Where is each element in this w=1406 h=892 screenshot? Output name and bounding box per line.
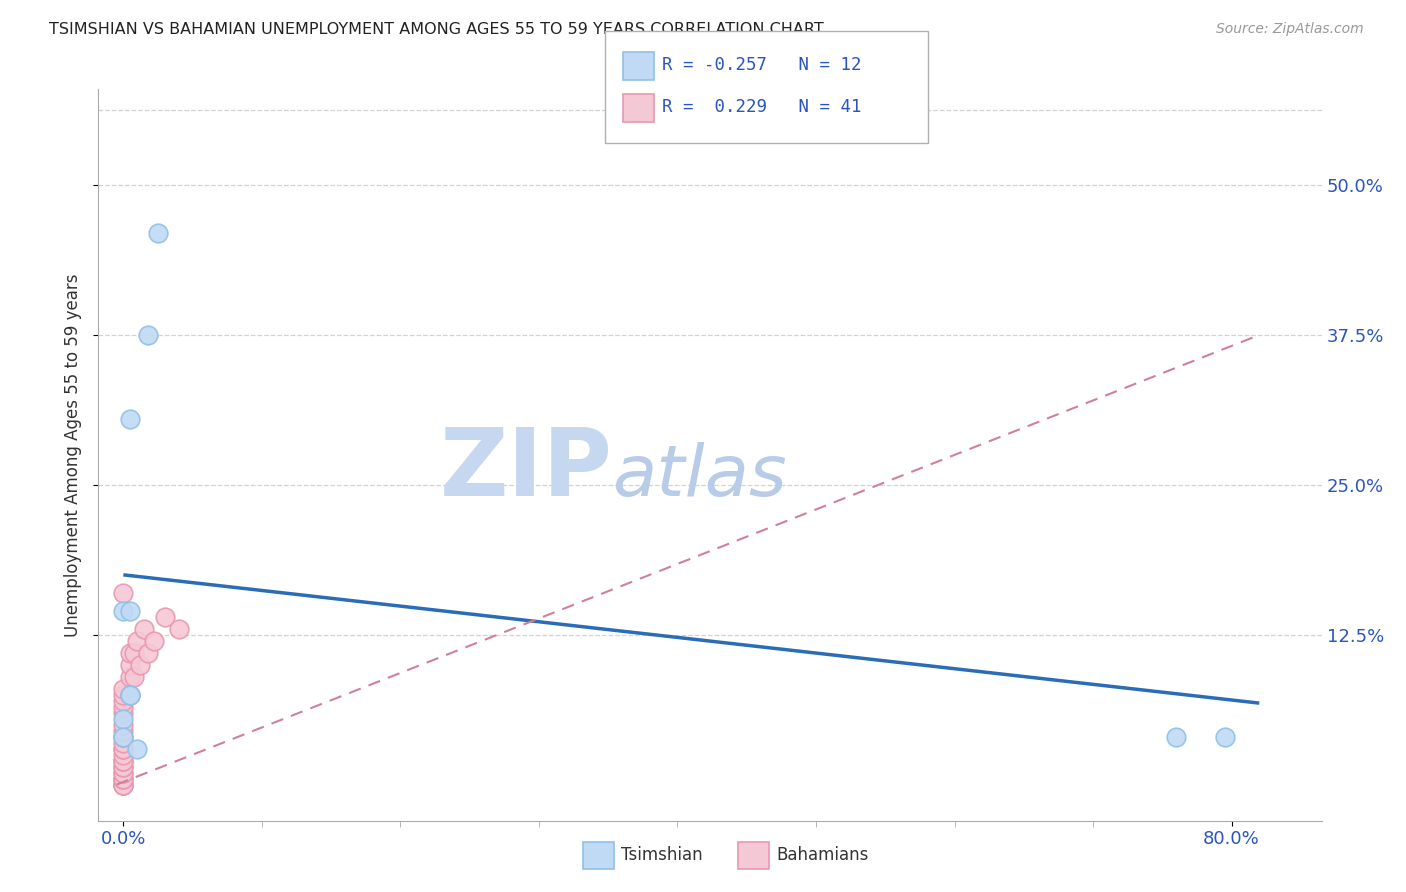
Point bbox=[120, 688, 142, 702]
Point bbox=[127, 741, 149, 756]
Point bbox=[112, 765, 135, 780]
Text: atlas: atlas bbox=[612, 442, 787, 511]
Point bbox=[112, 741, 135, 756]
Point bbox=[134, 622, 156, 636]
Text: ZIP: ZIP bbox=[439, 424, 612, 516]
Point bbox=[112, 772, 135, 786]
Point bbox=[112, 736, 135, 750]
Text: R = -0.257   N = 12: R = -0.257 N = 12 bbox=[662, 56, 862, 74]
Point bbox=[112, 754, 135, 768]
Point bbox=[112, 754, 135, 768]
Point bbox=[1166, 730, 1188, 744]
Point bbox=[112, 747, 135, 762]
Point bbox=[136, 328, 159, 343]
Point bbox=[124, 646, 146, 660]
Point bbox=[112, 778, 135, 792]
Point bbox=[120, 657, 142, 672]
Point bbox=[112, 604, 135, 618]
Point bbox=[112, 754, 135, 768]
Point bbox=[124, 670, 146, 684]
Point bbox=[1213, 730, 1236, 744]
Point bbox=[120, 688, 142, 702]
Point bbox=[120, 604, 142, 618]
Point bbox=[112, 765, 135, 780]
Point bbox=[112, 730, 135, 744]
Y-axis label: Unemployment Among Ages 55 to 59 years: Unemployment Among Ages 55 to 59 years bbox=[65, 273, 83, 637]
Point bbox=[142, 633, 165, 648]
Text: Bahamians: Bahamians bbox=[776, 847, 869, 864]
Point bbox=[146, 226, 169, 240]
Point bbox=[112, 681, 135, 696]
Point bbox=[112, 778, 135, 792]
Point bbox=[112, 712, 135, 726]
Point bbox=[112, 778, 135, 792]
Point bbox=[153, 609, 176, 624]
Point bbox=[112, 706, 135, 720]
Point bbox=[112, 688, 135, 702]
Point bbox=[120, 412, 142, 426]
Point bbox=[120, 646, 142, 660]
Point bbox=[112, 723, 135, 738]
Point bbox=[112, 694, 135, 708]
Point bbox=[112, 778, 135, 792]
Point bbox=[112, 772, 135, 786]
Point bbox=[129, 657, 152, 672]
Point bbox=[112, 586, 135, 600]
Point bbox=[136, 646, 159, 660]
Point bbox=[112, 760, 135, 774]
Text: Source: ZipAtlas.com: Source: ZipAtlas.com bbox=[1216, 22, 1364, 37]
Point bbox=[112, 717, 135, 731]
Point bbox=[112, 730, 135, 744]
Point bbox=[112, 741, 135, 756]
Point bbox=[127, 633, 149, 648]
Point bbox=[120, 670, 142, 684]
Point bbox=[120, 688, 142, 702]
Text: TSIMSHIAN VS BAHAMIAN UNEMPLOYMENT AMONG AGES 55 TO 59 YEARS CORRELATION CHART: TSIMSHIAN VS BAHAMIAN UNEMPLOYMENT AMONG… bbox=[49, 22, 824, 37]
Point bbox=[112, 760, 135, 774]
Text: Tsimshian: Tsimshian bbox=[621, 847, 703, 864]
Text: R =  0.229   N = 41: R = 0.229 N = 41 bbox=[662, 98, 862, 116]
Point bbox=[112, 772, 135, 786]
Point bbox=[112, 730, 135, 744]
Point bbox=[112, 699, 135, 714]
Point bbox=[167, 622, 190, 636]
